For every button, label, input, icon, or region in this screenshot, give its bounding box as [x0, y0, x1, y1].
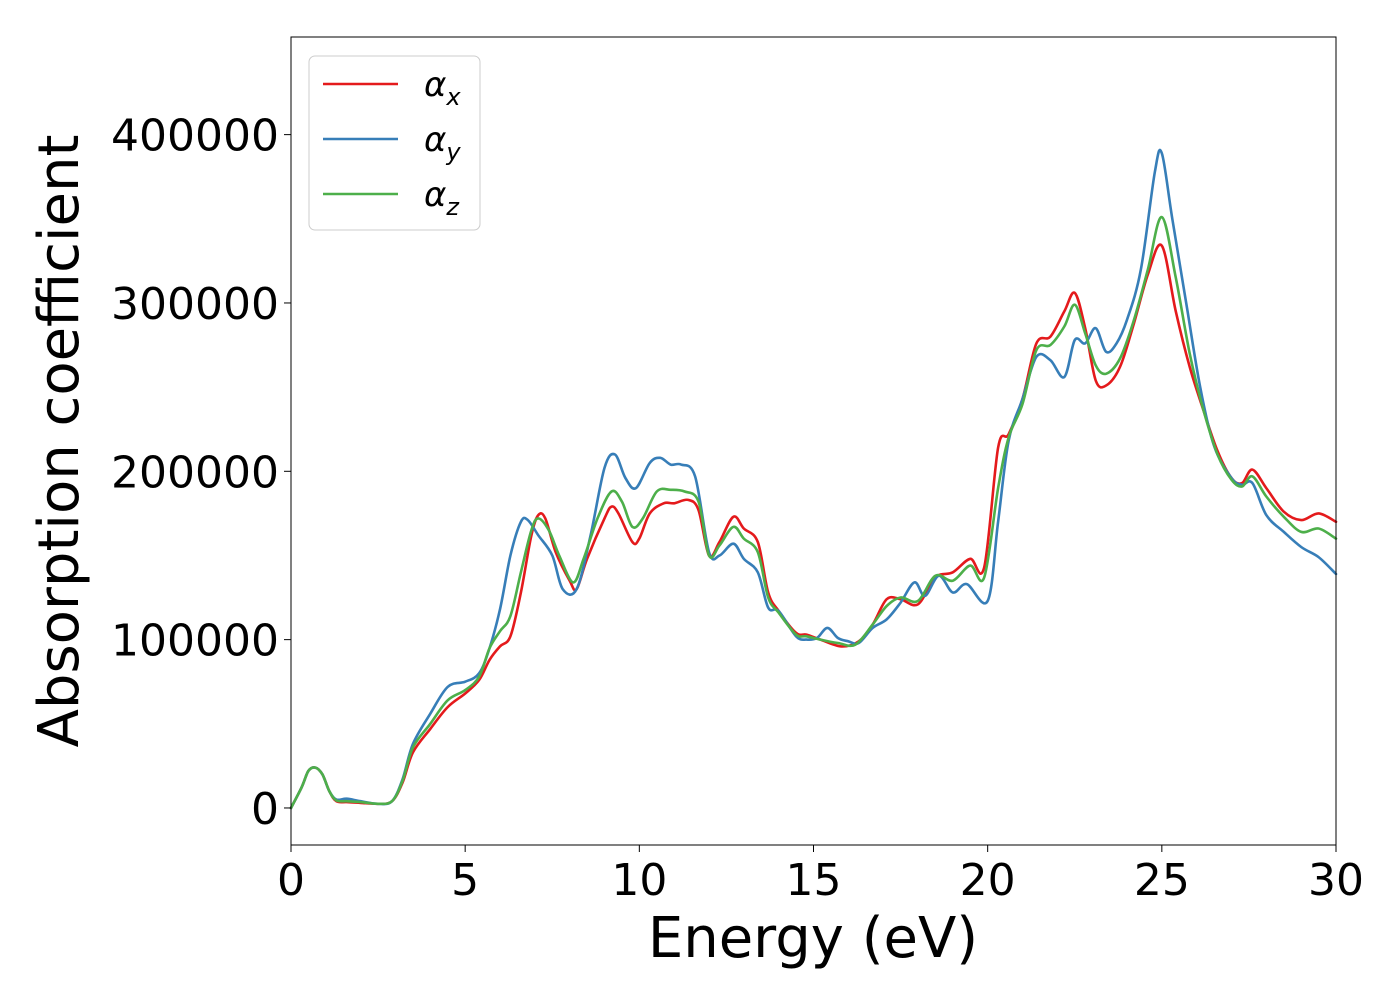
series-line-y	[289, 148, 1338, 810]
x-tick-label: 30	[1308, 855, 1364, 906]
x-tick-label: 25	[1134, 855, 1190, 906]
legend-label-x: αx	[424, 65, 461, 111]
x-tick-label: 5	[451, 855, 479, 906]
y-tick-label: 300000	[111, 279, 279, 330]
y-axis-label: Absorption coefficient	[27, 135, 92, 748]
legend-box	[308, 55, 481, 231]
legend-label-z: αz	[424, 175, 460, 221]
x-tick-label: 0	[277, 855, 305, 906]
series-layer	[289, 148, 1338, 810]
x-axis-label: Energy (eV)	[648, 906, 978, 971]
y-tick-label: 100000	[111, 616, 279, 667]
x-tick-label: 15	[786, 855, 842, 906]
series-line-z	[289, 215, 1338, 810]
x-axis: 0 5 10 15 20 25 30	[277, 845, 1364, 906]
legend: αx αy αz	[308, 55, 481, 231]
y-axis: 0 100000 200000 300000 400000	[111, 111, 291, 835]
legend-label-y: αy	[424, 120, 461, 166]
y-tick-label: 200000	[111, 447, 279, 498]
y-tick-label: 400000	[111, 111, 279, 162]
y-tick-label: 0	[251, 784, 279, 835]
x-tick-label: 20	[960, 855, 1016, 906]
x-tick-label: 10	[611, 855, 667, 906]
